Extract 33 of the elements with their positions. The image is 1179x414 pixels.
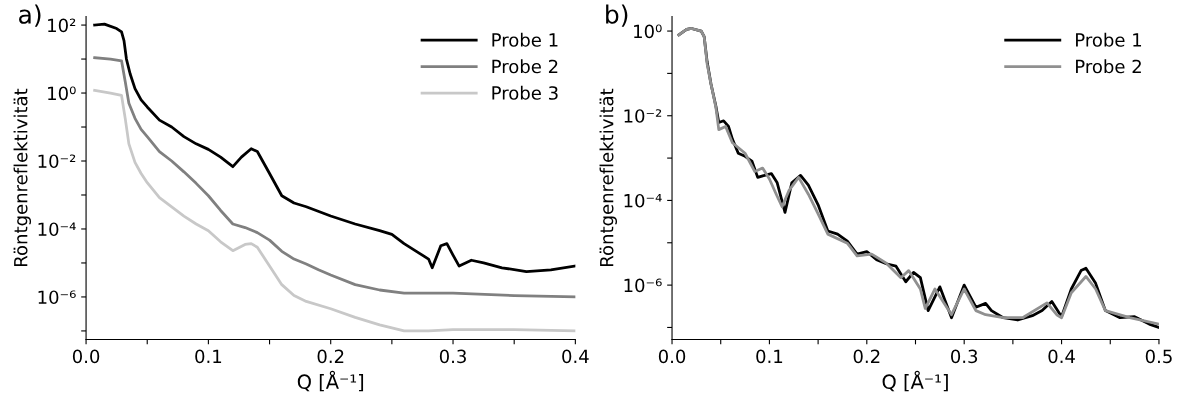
x-axis-title: Q [Å⁻¹] bbox=[297, 370, 364, 392]
y-tick-label: 10⁻⁴ bbox=[38, 222, 76, 237]
line-series bbox=[93, 56, 576, 299]
x-tick-label: 0.2 bbox=[317, 349, 344, 364]
legend-label: Probe 2 bbox=[1076, 59, 1141, 74]
y-tick-label: 10⁰ bbox=[48, 86, 76, 101]
x-tick-label: 0.5 bbox=[1145, 349, 1172, 364]
y-axis-title: Röntgenreflektivität bbox=[13, 88, 32, 266]
y-tick-label: 10⁻² bbox=[624, 109, 662, 123]
x-tick-label: 0.2 bbox=[853, 349, 880, 364]
legend-label: Probe 1 bbox=[1076, 32, 1142, 47]
x-tick-label: 0.0 bbox=[658, 349, 686, 364]
chart-title: a) bbox=[19, 4, 41, 27]
y-tick-label: 10⁻⁶ bbox=[38, 290, 76, 305]
y-tick-label: 10⁻⁴ bbox=[624, 193, 662, 208]
x-tick-label: 0.0 bbox=[72, 349, 100, 364]
x-axis-title: Q [Å⁻¹] bbox=[882, 370, 948, 392]
x-tick-label: 0.1 bbox=[195, 349, 222, 364]
x-tick-label: 0.4 bbox=[562, 349, 589, 364]
y-axis-title: Röntgenreflektivität bbox=[599, 88, 618, 266]
x-tick-label: 0.3 bbox=[439, 349, 466, 364]
y-tick-label: 10⁰ bbox=[634, 24, 662, 39]
legend-label: Probe 3 bbox=[492, 85, 558, 100]
y-tick-label: 10⁻² bbox=[38, 154, 76, 169]
x-tick-label: 0.1 bbox=[756, 349, 783, 364]
x-tick-label: 0.3 bbox=[951, 349, 978, 364]
line-series bbox=[93, 22, 576, 273]
legend-label: Probe 2 bbox=[492, 59, 558, 74]
y-tick-label: 10² bbox=[48, 18, 76, 33]
legend-label: Probe 1 bbox=[492, 32, 558, 47]
x-tick-label: 0.4 bbox=[1048, 349, 1075, 364]
y-tick-label: 10⁻⁶ bbox=[624, 278, 662, 293]
chart-title: b) bbox=[606, 4, 628, 27]
